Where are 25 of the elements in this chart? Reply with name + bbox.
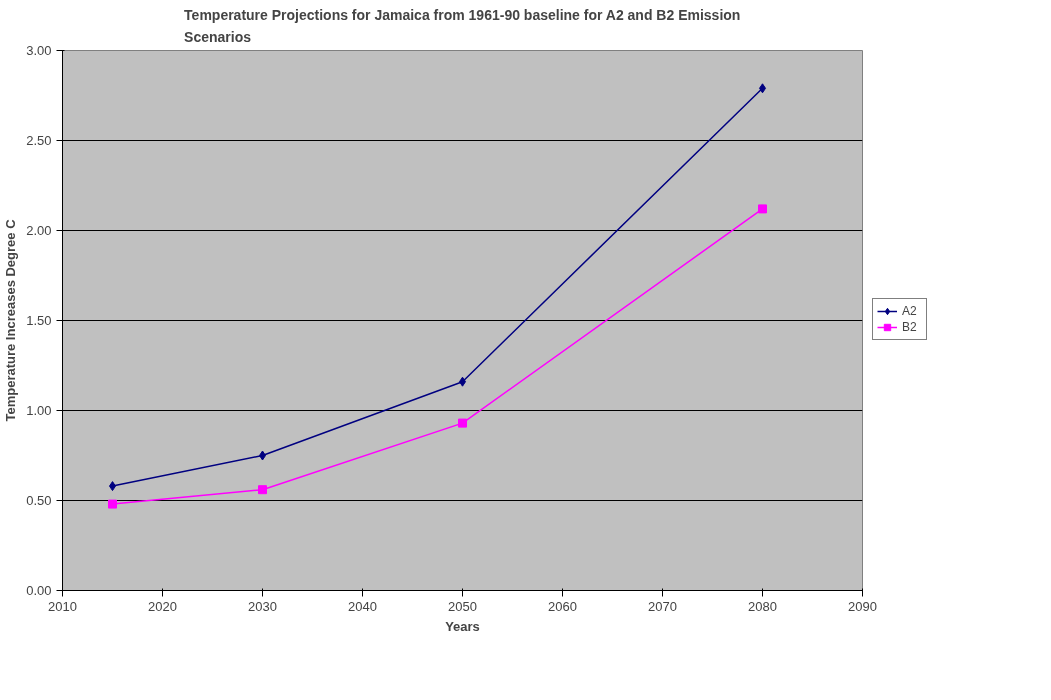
legend-label: B2 bbox=[902, 319, 918, 335]
x-tick-label: 2010 bbox=[48, 598, 77, 614]
y-tick-label: 1.50 bbox=[26, 313, 52, 328]
y-tick-label: 3.00 bbox=[26, 43, 52, 58]
x-tick-label: 2020 bbox=[148, 598, 177, 614]
y-tick-label: 2.00 bbox=[26, 223, 52, 238]
y-tick-label: 2.50 bbox=[26, 133, 52, 148]
point bbox=[258, 485, 267, 495]
x-tick-label: 2090 bbox=[848, 598, 877, 614]
point bbox=[108, 499, 117, 509]
x-tick-label: 2070 bbox=[648, 598, 677, 614]
x-tick-label: 2050 bbox=[448, 598, 477, 614]
y-tick-label: 1.00 bbox=[26, 403, 52, 418]
x-tick-label: 2080 bbox=[748, 598, 777, 614]
chart-title: Temperature Projections for Jamaica from 1961-90 baseline for A2 and B2 Emission Scenarios bbox=[184, 7, 741, 46]
y-axis-title: Temperature Increases Degree C bbox=[3, 218, 19, 422]
x-tick-label: 2030 bbox=[248, 598, 277, 614]
point bbox=[458, 418, 467, 428]
y-tick-label: 0.50 bbox=[26, 493, 52, 508]
y-tick-label: 0.00 bbox=[26, 583, 52, 598]
legend-label: A2 bbox=[902, 303, 918, 319]
x-tick-label: 2060 bbox=[548, 598, 577, 614]
x-tick-label: 2040 bbox=[348, 598, 377, 614]
point bbox=[758, 204, 767, 214]
x-axis-title: Years bbox=[445, 618, 480, 634]
